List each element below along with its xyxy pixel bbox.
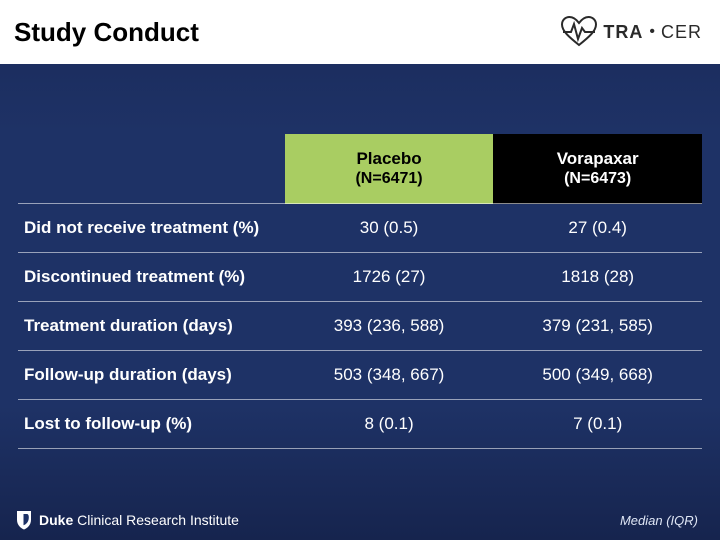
shield-icon — [16, 510, 32, 530]
row-label: Follow-up duration (days) — [18, 351, 285, 400]
cell-vorapaxar: 7 (0.1) — [493, 400, 702, 449]
tracer-logo: TRA • CER — [559, 15, 702, 49]
row-label: Treatment duration (days) — [18, 302, 285, 351]
header-blank — [18, 134, 285, 204]
page-title: Study Conduct — [14, 17, 199, 48]
cell-vorapaxar: 379 (231, 585) — [493, 302, 702, 351]
table-row: Follow-up duration (days) 503 (348, 667)… — [18, 351, 702, 400]
duke-bold: Duke — [39, 512, 73, 528]
header-vorapaxar-line2: (N=6473) — [503, 169, 692, 189]
header-placebo-line1: Placebo — [295, 148, 484, 169]
table-row: Discontinued treatment (%) 1726 (27) 181… — [18, 253, 702, 302]
duke-logo: Duke Clinical Research Institute — [16, 510, 239, 530]
study-conduct-table: Placebo (N=6471) Vorapaxar (N=6473) Did … — [18, 134, 702, 449]
tracer-dot: • — [649, 23, 655, 41]
cell-vorapaxar: 27 (0.4) — [493, 204, 702, 253]
cell-placebo: 8 (0.1) — [285, 400, 494, 449]
row-label: Lost to follow-up (%) — [18, 400, 285, 449]
cell-placebo: 1726 (27) — [285, 253, 494, 302]
duke-rest: Clinical Research Institute — [73, 512, 239, 528]
row-label: Did not receive treatment (%) — [18, 204, 285, 253]
footer: Duke Clinical Research Institute Median … — [0, 510, 720, 530]
header-vorapaxar-line1: Vorapaxar — [503, 148, 692, 169]
header-placebo-line2: (N=6471) — [295, 169, 484, 189]
header-placebo: Placebo (N=6471) — [285, 134, 494, 204]
row-label: Discontinued treatment (%) — [18, 253, 285, 302]
duke-institution: Duke Clinical Research Institute — [39, 512, 239, 528]
heart-ecg-icon — [559, 15, 599, 49]
table-row: Lost to follow-up (%) 8 (0.1) 7 (0.1) — [18, 400, 702, 449]
tracer-cer-text: CER — [661, 22, 702, 43]
cell-vorapaxar: 1818 (28) — [493, 253, 702, 302]
cell-placebo: 30 (0.5) — [285, 204, 494, 253]
table-container: Placebo (N=6471) Vorapaxar (N=6473) Did … — [0, 64, 720, 449]
cell-placebo: 503 (348, 667) — [285, 351, 494, 400]
table-row: Treatment duration (days) 393 (236, 588)… — [18, 302, 702, 351]
footnote: Median (IQR) — [620, 513, 698, 528]
title-bar: Study Conduct TRA • CER — [0, 0, 720, 64]
cell-vorapaxar: 500 (349, 668) — [493, 351, 702, 400]
table-row: Did not receive treatment (%) 30 (0.5) 2… — [18, 204, 702, 253]
tracer-tra-text: TRA — [603, 22, 643, 43]
table-header-row: Placebo (N=6471) Vorapaxar (N=6473) — [18, 134, 702, 204]
cell-placebo: 393 (236, 588) — [285, 302, 494, 351]
header-vorapaxar: Vorapaxar (N=6473) — [493, 134, 702, 204]
